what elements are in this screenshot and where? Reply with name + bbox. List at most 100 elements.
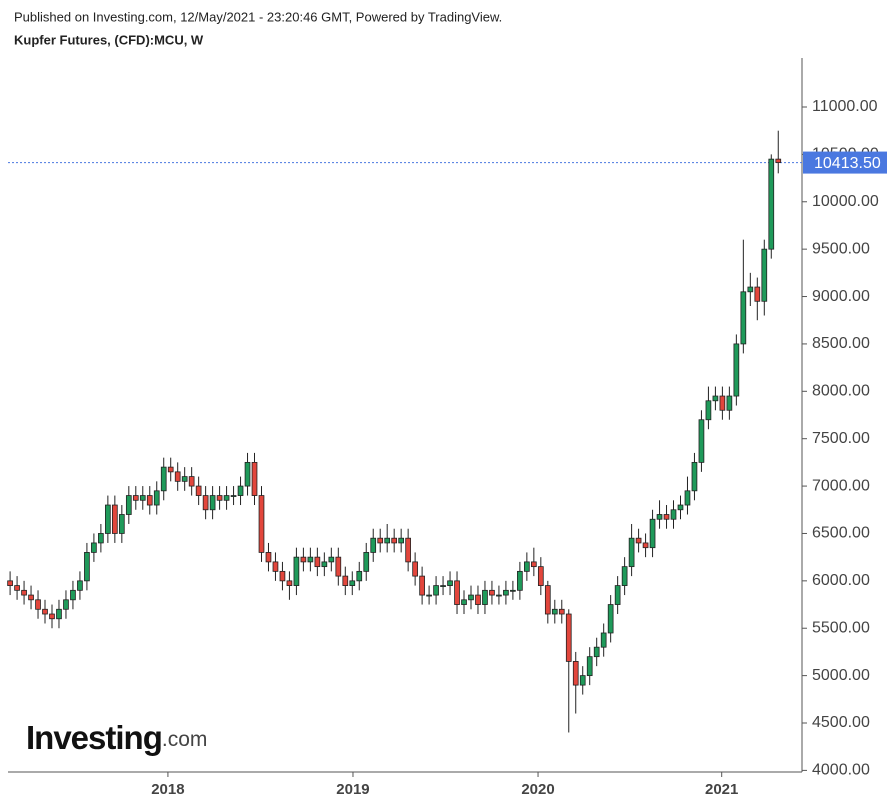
candle-body: [77, 580, 83, 591]
candle-body: [461, 599, 467, 605]
candle-body: [754, 286, 761, 302]
candle-body: [251, 461, 258, 496]
candle-body: [551, 608, 558, 615]
candle-body: [7, 580, 13, 586]
candle-body: [663, 514, 670, 520]
candle-body: [14, 585, 20, 591]
candle-body: [349, 580, 356, 586]
symbol-title: Kupfer Futures, (CFD):MCU, W: [14, 32, 204, 47]
candle-body: [705, 400, 712, 421]
candle-body: [125, 495, 132, 515]
candle-body: [377, 537, 384, 544]
candle-body: [691, 461, 698, 492]
candle-body: [468, 594, 474, 601]
candle-body: [160, 466, 167, 492]
candle-body: [489, 589, 495, 596]
x-tick-label: 2018: [151, 781, 184, 798]
candle-body: [384, 537, 391, 544]
y-tick-label: 9500.00: [812, 240, 870, 257]
candle-body: [698, 419, 705, 463]
candle-body: [544, 585, 551, 615]
candle-body: [98, 533, 104, 544]
candle-body: [600, 632, 607, 648]
candle-body: [21, 589, 27, 596]
candle-body: [153, 490, 160, 506]
candle-body: [42, 608, 48, 615]
candle-body: [740, 291, 747, 345]
candle-body: [363, 552, 370, 572]
candle-body: [670, 509, 677, 520]
y-tick-label: 5500.00: [812, 619, 870, 636]
logo-name: Investing: [26, 719, 162, 756]
candle-body: [747, 286, 754, 293]
candle-body: [677, 504, 684, 511]
y-tick-label: 8500.00: [812, 335, 870, 352]
candle-body: [530, 561, 537, 568]
y-tick-label: 4500.00: [812, 714, 870, 731]
y-tick-label: 4000.00: [812, 762, 870, 779]
candle-body: [195, 485, 202, 496]
candle-body: [454, 580, 460, 605]
candle-body: [761, 248, 768, 302]
candle-body: [118, 514, 125, 534]
y-tick-label: 10000.00: [812, 193, 879, 210]
candle-body: [105, 504, 111, 534]
logo-suffix: .com: [162, 728, 208, 751]
candle-body: [132, 495, 139, 501]
y-tick-label: 9000.00: [812, 288, 870, 305]
candle-body: [719, 395, 726, 411]
logo: Investing.com: [26, 719, 207, 756]
candle-body: [733, 343, 740, 397]
candle-body: [35, 599, 41, 610]
candle-body: [84, 552, 90, 582]
candle-body: [656, 514, 663, 520]
y-tick-label: 7000.00: [812, 477, 870, 494]
candle-body: [510, 589, 516, 592]
candle-body: [391, 537, 398, 544]
candle-body: [216, 495, 223, 501]
y-tick-label: 6000.00: [812, 572, 870, 589]
candle-body: [293, 556, 300, 586]
candle-body: [49, 613, 55, 620]
candle-body: [614, 585, 621, 605]
candle-body: [405, 537, 411, 563]
candle-body: [419, 575, 425, 596]
candle-body: [202, 495, 209, 511]
candle-body: [112, 504, 118, 534]
y-tick-label: 6500.00: [812, 525, 870, 542]
y-tick-label: 7500.00: [812, 430, 870, 447]
candle-body: [572, 661, 579, 686]
candle-body: [139, 495, 146, 501]
last-price-label: 10413.50: [814, 155, 881, 172]
candle-body: [558, 608, 565, 615]
x-tick-label: 2019: [336, 781, 369, 798]
candle-body: [265, 552, 272, 563]
candle-body: [146, 495, 153, 506]
candle-body: [482, 589, 488, 605]
candle-body: [223, 495, 230, 501]
candle-body: [237, 485, 244, 496]
candle-body: [475, 594, 481, 605]
candle-body: [272, 561, 279, 572]
candle-body: [684, 490, 691, 506]
candle-body: [70, 589, 76, 601]
x-tick-label: 2020: [521, 781, 554, 798]
candle-body: [167, 466, 174, 473]
candle-body: [209, 495, 216, 511]
candle-body: [398, 537, 405, 544]
candle-body: [181, 476, 188, 482]
y-tick-label: 11000.00: [812, 98, 878, 115]
candle-body: [56, 608, 62, 620]
candle-body: [517, 570, 523, 591]
candle-body: [188, 476, 195, 487]
candle-body: [174, 471, 181, 482]
candle-body: [565, 613, 572, 662]
candle-body: [307, 556, 314, 563]
candle-body: [712, 395, 719, 402]
y-tick-label: 8000.00: [812, 383, 870, 400]
candle-body: [628, 537, 635, 568]
candle-body: [621, 566, 628, 586]
candle-body: [328, 556, 335, 563]
candle-body: [335, 556, 342, 577]
